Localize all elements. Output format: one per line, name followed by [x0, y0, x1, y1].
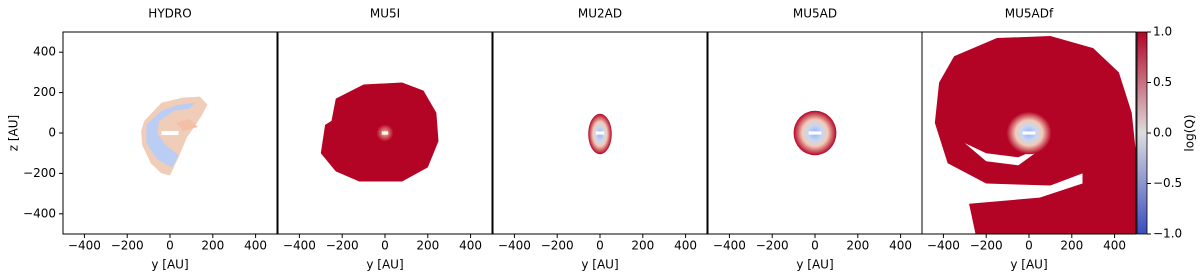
x-tick-label: 0	[596, 239, 604, 253]
panel-title: MU5ADf	[1005, 7, 1054, 21]
x-tick-label: 0	[811, 239, 819, 253]
x-tick-label: 400	[1103, 239, 1126, 253]
x-tick-label: 200	[201, 239, 224, 253]
center	[1022, 131, 1036, 135]
panel	[921, 31, 1137, 235]
center	[161, 130, 179, 136]
field	[146, 102, 196, 168]
x-tick-label: −200	[541, 239, 574, 253]
y-tick-label: 200	[33, 85, 56, 99]
x-tick-label: 400	[674, 239, 697, 253]
x-tick-label: −200	[111, 239, 144, 253]
y-tick-label: −200	[23, 166, 56, 180]
panel	[707, 31, 923, 235]
x-axis-label: y [AU]	[796, 258, 833, 272]
x-axis-label: y [AU]	[581, 258, 618, 272]
x-axis-label: y [AU]	[1010, 258, 1047, 272]
y-axis-label: z [AU]	[7, 115, 21, 151]
x-tick-label: 400	[459, 239, 482, 253]
x-axis-label: y [AU]	[151, 258, 188, 272]
field	[176, 118, 198, 131]
panel-title: HYDRO	[148, 7, 191, 21]
colorbar-label: log(Q)	[1183, 114, 1197, 151]
colorbar-tick-label: 1.0	[1153, 25, 1172, 39]
x-tick-label: 200	[416, 239, 439, 253]
x-tick-label: −200	[970, 239, 1003, 253]
panel	[277, 31, 493, 235]
panel-title: MU5I	[370, 7, 400, 21]
x-tick-label: −200	[326, 239, 359, 253]
x-tick-label: −400	[498, 239, 531, 253]
colorbar	[1136, 31, 1148, 235]
panel-title: MU2AD	[578, 7, 622, 21]
x-tick-label: 0	[381, 239, 389, 253]
panel	[492, 31, 708, 235]
colorbar-tick-label: −1.0	[1153, 227, 1182, 241]
colorbar-tick-label: 0.0	[1153, 126, 1172, 140]
colorbar-tick-label: 0.5	[1153, 75, 1172, 89]
x-tick-label: 400	[889, 239, 912, 253]
colorbar-tick-label: −0.5	[1153, 176, 1182, 190]
x-axis-label: y [AU]	[366, 258, 403, 272]
x-tick-label: 200	[846, 239, 869, 253]
x-tick-label: 0	[166, 239, 174, 253]
x-tick-label: −400	[283, 239, 316, 253]
x-tick-label: −400	[68, 239, 101, 253]
x-tick-label: −400	[713, 239, 746, 253]
center	[808, 131, 822, 135]
center	[381, 131, 389, 135]
panel	[62, 31, 278, 235]
center	[595, 131, 605, 135]
x-tick-label: 200	[1060, 239, 1083, 253]
field	[964, 143, 1047, 166]
x-tick-label: −200	[756, 239, 789, 253]
x-tick-label: 200	[631, 239, 654, 253]
y-tick-label: 0	[48, 126, 56, 140]
y-tick-label: 400	[33, 45, 56, 59]
x-tick-label: −400	[927, 239, 960, 253]
x-tick-label: 400	[244, 239, 267, 253]
panel-title: MU5AD	[793, 7, 837, 21]
x-tick-label: 0	[1025, 239, 1033, 253]
y-tick-label: −400	[23, 206, 56, 220]
